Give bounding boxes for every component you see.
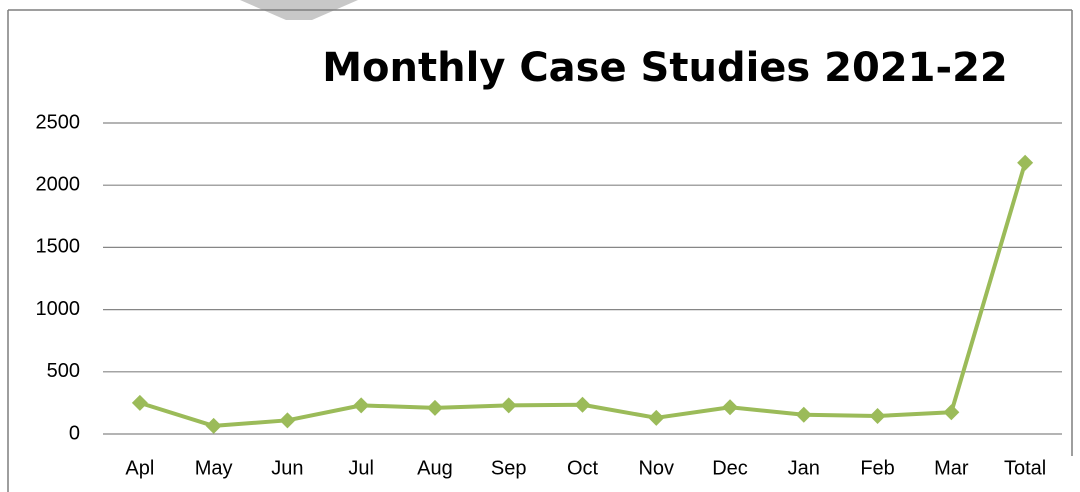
marker	[279, 412, 296, 429]
marker	[648, 409, 665, 426]
marker	[722, 399, 739, 416]
y-tick-label: 2000	[36, 173, 81, 195]
marker	[426, 399, 443, 416]
x-tick-label: Oct	[567, 457, 599, 479]
y-tick-label: 2500	[36, 111, 81, 133]
marker	[795, 406, 812, 423]
x-tick-label: Jun	[271, 457, 303, 479]
marker	[869, 407, 886, 424]
x-tick-label: Feb	[860, 457, 894, 479]
x-tick-label: May	[195, 457, 233, 479]
x-tick-label: Aug	[417, 457, 453, 479]
y-tick-label: 1000	[36, 298, 81, 320]
y-tick-label: 500	[47, 360, 80, 382]
x-tick-label: Mar	[934, 457, 969, 479]
x-tick-label: Dec	[712, 457, 748, 479]
y-tick-label: 1500	[36, 236, 81, 258]
chart-title: Monthly Case Studies 2021-22	[322, 45, 1008, 91]
x-tick-label: Jan	[788, 457, 820, 479]
marker	[574, 396, 591, 413]
x-tick-label: Apl	[125, 457, 154, 479]
x-tick-label: Total	[1004, 457, 1046, 479]
y-tick-label: 0	[69, 422, 80, 444]
marker	[205, 417, 222, 434]
marker	[353, 397, 370, 414]
x-tick-label: Nov	[638, 457, 674, 479]
marker	[500, 397, 517, 414]
x-tick-label: Sep	[491, 457, 527, 479]
marker	[131, 394, 148, 411]
x-tick-label: Jul	[348, 457, 374, 479]
marker	[943, 404, 960, 421]
marker	[1017, 154, 1034, 171]
